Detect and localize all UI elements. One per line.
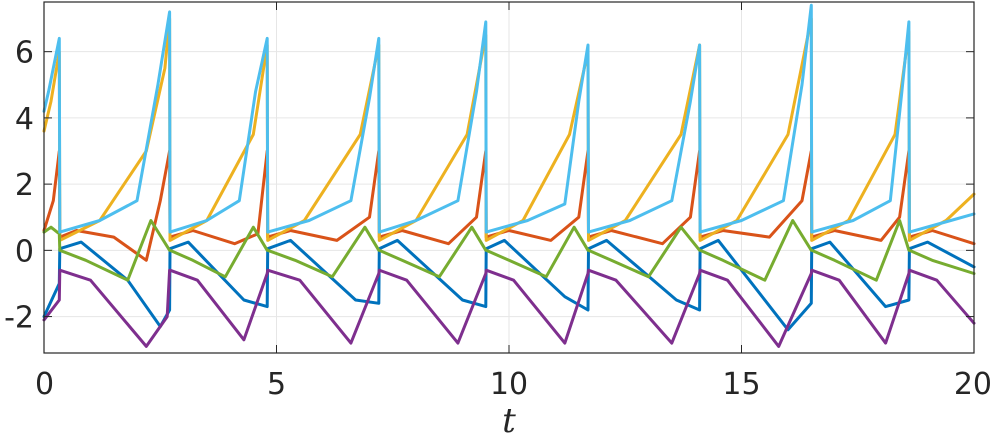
y-tick-label-0: -2 — [4, 301, 34, 336]
x-tick-label-4: 20 — [954, 367, 992, 402]
series-line-0 — [42, 238, 976, 332]
grid-lines — [43, 2, 975, 353]
series-line-5 — [42, 3, 976, 234]
x-tick-label-2: 10 — [490, 367, 528, 402]
series-line-4 — [42, 219, 976, 282]
series-line-3 — [42, 268, 976, 348]
series-lines — [42, 3, 976, 348]
y-tick-label-3: 4 — [15, 102, 34, 137]
x-tick-label-0: 0 — [35, 367, 54, 402]
y-tick-label-4: 6 — [15, 36, 34, 71]
y-tick-label-1: 0 — [15, 234, 34, 269]
y-tick-label-2: 2 — [15, 168, 34, 203]
x-tick-label-3: 15 — [722, 367, 760, 402]
x-axis-label: t — [502, 401, 516, 439]
x-tick-label-1: 5 — [267, 367, 286, 402]
